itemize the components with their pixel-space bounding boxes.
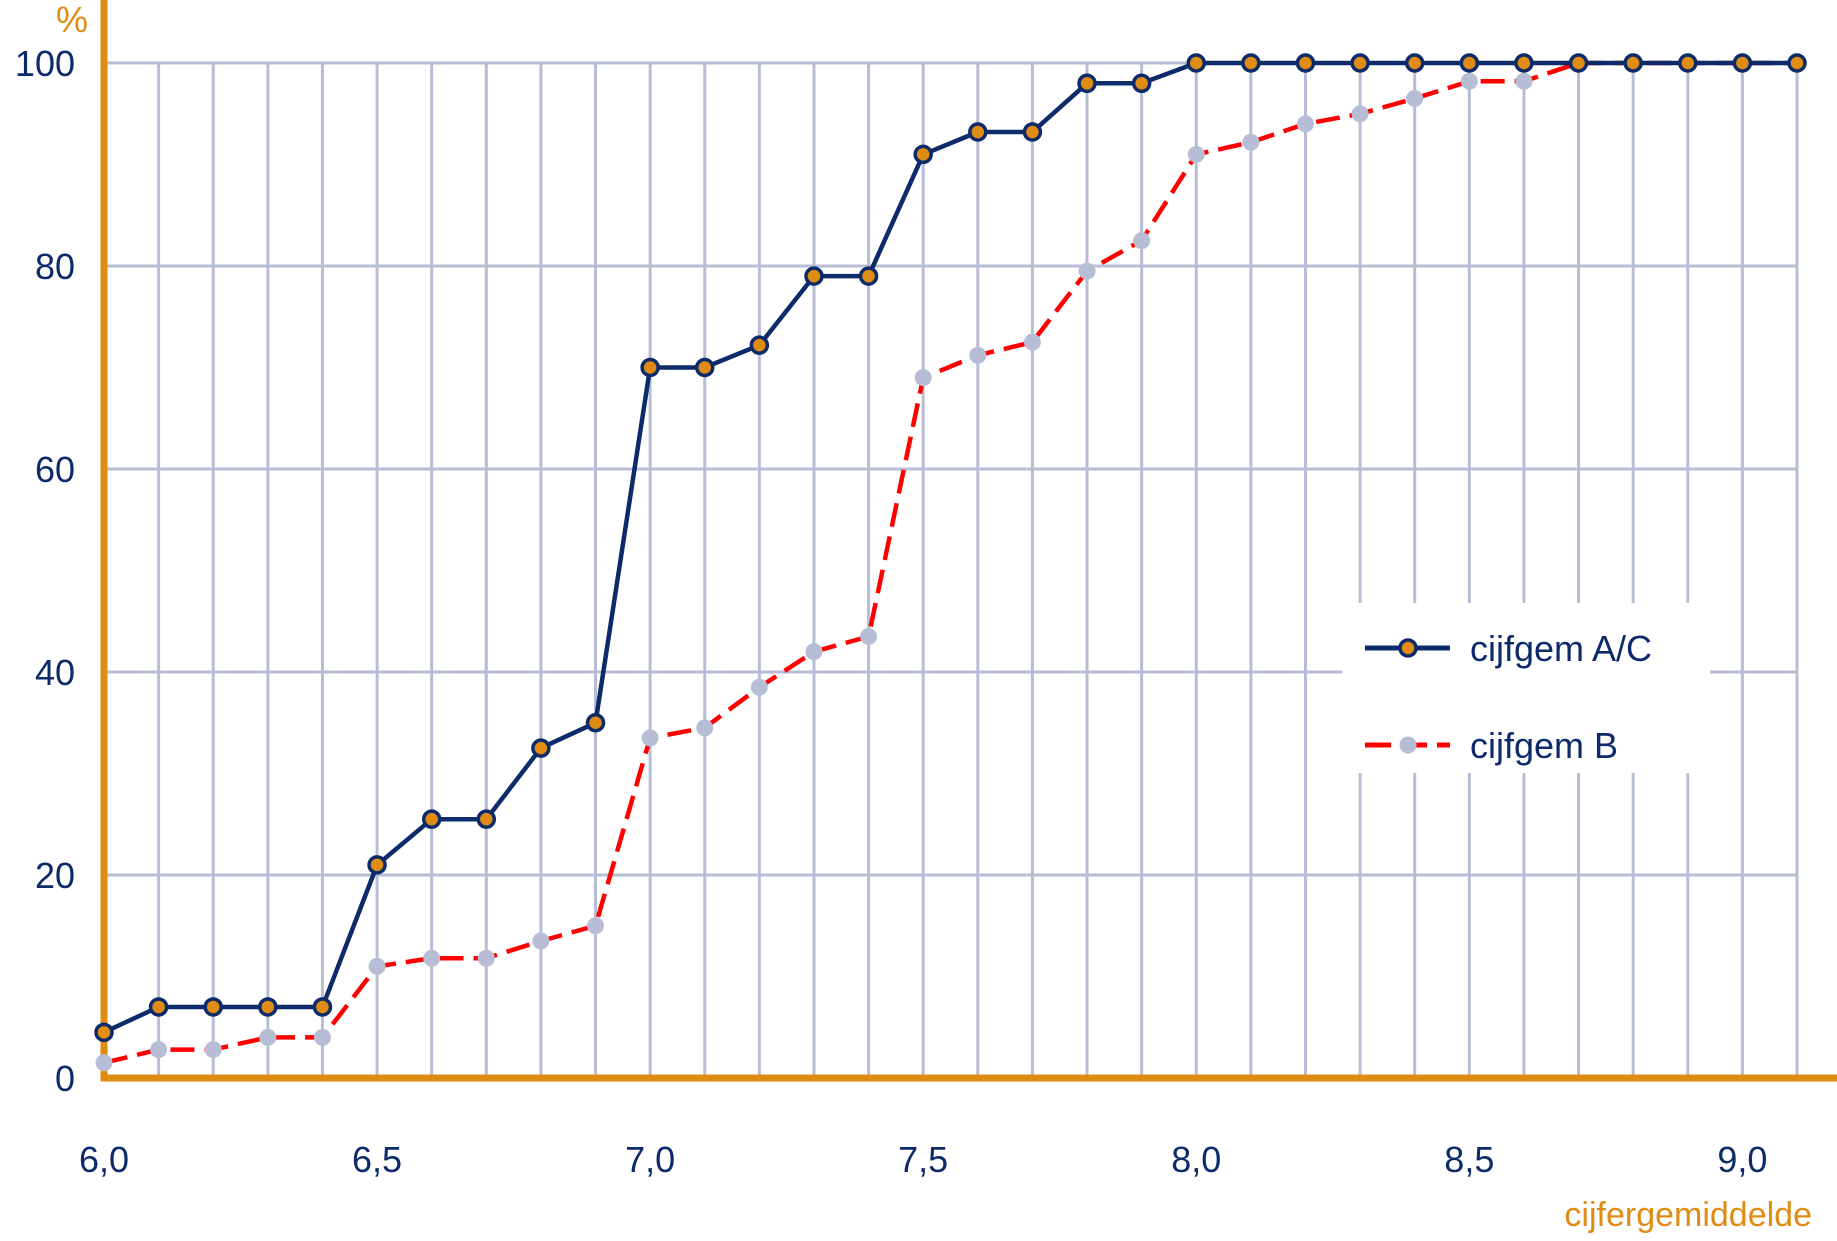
grid-lines [104, 61, 1799, 1078]
data-point [531, 738, 551, 758]
x-tick-label: 7,5 [898, 1139, 948, 1180]
data-point [858, 266, 879, 286]
axes [100, 0, 1837, 1082]
data-point [913, 144, 933, 165]
data-point [585, 713, 606, 733]
data-point [1404, 53, 1425, 73]
data-point [1296, 115, 1314, 133]
data-point [1732, 53, 1753, 73]
y-tick-label: 20 [35, 855, 75, 896]
series-line [103, 60, 1797, 1065]
x-tick-label: 7,0 [625, 1139, 675, 1180]
data-series [94, 53, 1807, 1072]
data-point [203, 997, 223, 1017]
data-point [1077, 73, 1097, 94]
data-point [1514, 53, 1534, 73]
data-point [1350, 53, 1370, 73]
data-point [1623, 53, 1643, 73]
data-point [532, 932, 550, 950]
data-point [587, 917, 605, 935]
legend-label: cijfgem A/C [1470, 628, 1652, 669]
data-point [94, 1022, 114, 1043]
data-point [1078, 262, 1096, 280]
data-point [476, 809, 497, 829]
x-tick-label: 8,5 [1444, 1139, 1494, 1180]
legend-marker [1399, 736, 1417, 754]
data-point [148, 997, 169, 1017]
data-point [367, 855, 387, 875]
data-point [860, 627, 878, 645]
data-point [1351, 105, 1369, 123]
y-tick-label: 0 [55, 1058, 75, 1099]
legend-label: cijfgem B [1470, 725, 1618, 766]
data-point [1186, 53, 1207, 73]
data-point [1459, 53, 1480, 73]
data-point [1568, 53, 1589, 73]
data-point [804, 266, 824, 286]
legend: cijfgem A/C cijfgem B [1342, 603, 1710, 773]
data-point [640, 357, 660, 378]
data-point [805, 643, 823, 661]
data-point [150, 1041, 168, 1059]
data-point [696, 719, 714, 737]
x-tick-label: 6,5 [352, 1139, 402, 1180]
data-point [95, 1054, 113, 1072]
data-point [1295, 53, 1316, 73]
data-point [258, 997, 278, 1017]
data-point [1460, 72, 1478, 90]
y-tick-label: 80 [35, 246, 75, 287]
data-point [368, 957, 386, 975]
data-point [641, 729, 659, 747]
data-point [1406, 90, 1424, 108]
legend-marker [1398, 638, 1418, 658]
series-line [103, 60, 1797, 1035]
y-tick-label: 60 [35, 449, 75, 490]
data-point [1023, 333, 1041, 351]
x-tick-label: 9,0 [1717, 1139, 1767, 1180]
data-point [421, 809, 442, 829]
data-point [969, 346, 987, 364]
data-point [1242, 133, 1260, 151]
data-point [1787, 53, 1807, 73]
data-point [914, 369, 932, 387]
data-point [204, 1041, 222, 1059]
x-tick-label: 8,0 [1171, 1139, 1221, 1180]
data-point [1022, 122, 1043, 142]
data-point [423, 949, 441, 967]
data-point [477, 949, 495, 967]
data-point [749, 335, 770, 355]
data-point [313, 1028, 331, 1046]
data-point [1678, 53, 1698, 73]
data-point [1515, 72, 1533, 90]
y-tick-label: 40 [35, 652, 75, 693]
x-tick-label: 6,0 [79, 1139, 129, 1180]
y-axis-title: % [56, 0, 88, 40]
data-point [1241, 53, 1261, 73]
tick-labels: 0 20 40 60 80 100 6,0 6,5 7,0 7,5 8,0 8,5 9,0 [15, 43, 1767, 1180]
y-tick-label: 100 [15, 43, 75, 84]
data-point [1187, 145, 1205, 163]
data-point [968, 122, 988, 142]
data-point [312, 997, 333, 1017]
data-point [694, 357, 715, 378]
x-axis-title: cijfergemiddelde [1564, 1196, 1812, 1234]
data-point [259, 1028, 277, 1046]
data-point [750, 678, 768, 696]
data-point [1133, 232, 1151, 250]
data-point [1131, 73, 1152, 94]
